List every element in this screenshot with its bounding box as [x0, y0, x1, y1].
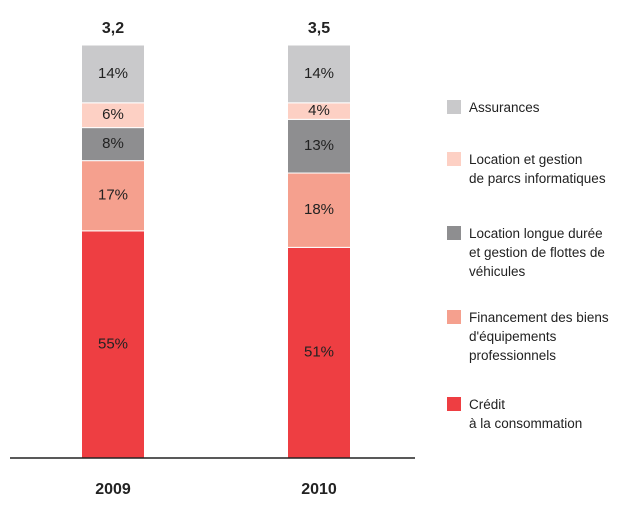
value-label: 6% — [102, 106, 124, 123]
legend-swatch — [447, 226, 461, 240]
legend-item: Location longue durée et gestion de flot… — [447, 224, 605, 281]
legend-swatch — [447, 310, 461, 324]
bar-segment — [287, 118, 351, 174]
value-label: 55% — [98, 335, 128, 352]
legend-label: Location longue durée et gestion de flot… — [469, 226, 605, 279]
value-label: 17% — [98, 187, 128, 204]
legend-label: Assurances — [469, 100, 540, 115]
total-label: 3,2 — [102, 20, 124, 37]
value-label: 8% — [102, 135, 124, 152]
value-label: 13% — [304, 137, 334, 154]
value-label: 14% — [98, 65, 128, 82]
total-label: 3,5 — [308, 20, 330, 37]
legend-swatch — [447, 100, 461, 114]
legend-swatch — [447, 397, 461, 411]
legend-label: Location et gestion de parcs informatiqu… — [469, 152, 606, 186]
legend-swatch — [447, 152, 461, 166]
value-label: 14% — [304, 65, 334, 82]
bar-segment — [81, 44, 145, 104]
value-label: 4% — [308, 102, 330, 119]
legend-item: Financement des biens d'équipements prof… — [447, 308, 609, 365]
bar-segment — [287, 172, 351, 248]
legend-item: Assurances — [447, 98, 540, 117]
bar-segment — [287, 246, 351, 459]
bar-segment — [81, 230, 145, 459]
x-tick-label: 2010 — [301, 481, 337, 498]
legend-label: Financement des biens d'équipements prof… — [469, 310, 609, 363]
bar-segment — [81, 127, 145, 162]
bar-segment — [81, 160, 145, 232]
value-label: 51% — [304, 344, 334, 361]
legend-item: Location et gestion de parcs informatiqu… — [447, 150, 606, 188]
legend-label: Crédit à la consommation — [469, 397, 583, 431]
value-label: 18% — [304, 201, 334, 218]
x-tick-label: 2009 — [95, 481, 131, 498]
bar-segment — [287, 44, 351, 104]
legend-item: Crédit à la consommation — [447, 395, 582, 433]
